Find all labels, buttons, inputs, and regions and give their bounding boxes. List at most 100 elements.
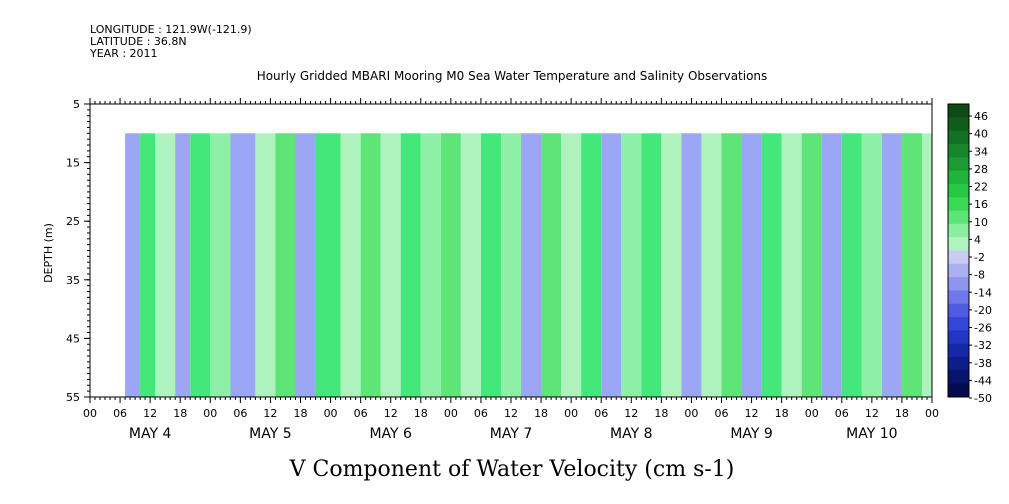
colorbar-swatch: [948, 330, 969, 345]
x-tick-label: 06: [715, 407, 729, 420]
colorbar: 46 40 34 28 22 16 10 4 -2 -8 -14 -20 -26 -32 -38 -44 -50: [947, 103, 992, 405]
colorbar-swatch: [948, 197, 969, 212]
plot-area: [89, 103, 933, 398]
velocity-band: [295, 133, 316, 398]
day-label: MAY 5: [249, 426, 291, 442]
colorbar-swatch: [948, 290, 969, 305]
colorbar-label: 4: [974, 233, 981, 246]
colorbar-swatch: [948, 183, 969, 198]
velocity-band: [380, 133, 401, 398]
velocity-band: [781, 133, 802, 398]
x-tick-label: 06: [233, 407, 247, 420]
x-tick-label: 06: [354, 407, 368, 420]
velocity-band: [901, 133, 922, 398]
latitude-label: LATITUDE : 36.8N: [90, 35, 187, 48]
velocity-band: [360, 133, 381, 398]
y-tick-label: 15: [66, 157, 80, 170]
colorbar-label: 28: [974, 163, 988, 176]
year-label: YEAR : 2011: [90, 47, 158, 60]
velocity-band: [155, 133, 176, 398]
colorbar-label: -50: [974, 392, 992, 405]
colorbar-swatch: [948, 143, 969, 158]
x-tick-label: 18: [414, 407, 428, 420]
x-tick-label: 00: [203, 407, 217, 420]
day-label: MAY 9: [730, 426, 772, 442]
x-tick-label: 06: [835, 407, 849, 420]
colorbar-label: 10: [974, 216, 988, 229]
velocity-band: [701, 133, 722, 398]
colorbar-swatch: [948, 223, 969, 238]
velocity-band: [275, 133, 296, 398]
chart-title: Hourly Gridded MBARI Mooring M0 Sea Wate…: [257, 69, 768, 83]
x-tick-label: 12: [624, 407, 638, 420]
colorbar-frame: [947, 103, 970, 398]
x-tick-label: 18: [775, 407, 789, 420]
velocity-band: [140, 133, 156, 398]
colorbar-swatch: [948, 343, 969, 358]
velocity-band: [440, 133, 461, 398]
colorbar-swatch: [948, 157, 969, 172]
day-label: MAY 4: [129, 426, 172, 442]
x-tick-label: 18: [654, 407, 668, 420]
colorbar-label: 22: [974, 181, 988, 194]
longitude-label: LONGITUDE : 121.9W(-121.9): [90, 23, 252, 36]
colorbar-swatch: [948, 237, 969, 251]
y-axis: 5 15 25 35 45 55: [66, 98, 90, 404]
x-tick-label: 12: [504, 407, 518, 420]
velocity-band: [480, 133, 501, 398]
colorbar-label: 40: [974, 128, 988, 141]
colorbar-swatch: [948, 104, 969, 118]
velocity-band: [500, 133, 522, 398]
velocity-band: [315, 133, 341, 398]
velocity-band: [190, 133, 211, 398]
velocity-band: [641, 133, 662, 398]
velocity-band: [400, 133, 421, 398]
velocity-band: [921, 133, 932, 398]
y-tick-label: 45: [66, 332, 80, 345]
y-axis-label: DEPTH (m): [42, 223, 55, 283]
colorbar-swatch: [948, 250, 969, 265]
x-axis: 00 06 12 18 00 06 12 18 00 06 12 18 00 06 12 18 00 06 12 18…: [83, 98, 939, 442]
x-tick-label: 06: [474, 407, 488, 420]
colorbar-swatch: [948, 383, 969, 398]
x-tick-label: 00: [805, 407, 819, 420]
x-tick-label: 00: [925, 407, 939, 420]
colorbar-label: -44: [974, 374, 992, 387]
day-label: MAY 10: [846, 426, 897, 442]
x-tick-label: 00: [83, 407, 97, 420]
y-tick-label: 5: [73, 98, 80, 111]
x-tick-label: 18: [173, 407, 187, 420]
velocity-band: [741, 133, 762, 398]
x-tick-label: 12: [143, 407, 157, 420]
x-tick-label: 12: [865, 407, 879, 420]
velocity-band: [541, 133, 562, 398]
velocity-band: [601, 133, 622, 398]
velocity-band: [581, 133, 602, 398]
colorbar-label: -14: [974, 286, 992, 299]
colorbar-swatch: [948, 170, 969, 185]
x-tick-label: 18: [294, 407, 308, 420]
x-tick-label: 12: [745, 407, 759, 420]
colorbar-label: -26: [974, 322, 992, 335]
velocity-band: [721, 133, 742, 398]
colorbar-swatch: [948, 277, 969, 291]
x-tick-label: 18: [895, 407, 909, 420]
velocity-band: [125, 133, 141, 398]
x-tick-label: 00: [444, 407, 458, 420]
velocity-band: [255, 133, 276, 398]
colorbar-swatch: [948, 130, 969, 145]
velocity-band: [521, 133, 542, 398]
x-tick-label: 18: [534, 407, 548, 420]
velocity-band: [681, 133, 702, 398]
x-axis-label: V Component of Water Velocity (cm s-1): [289, 457, 735, 482]
velocity-band: [761, 133, 782, 398]
day-label: MAY 8: [610, 426, 652, 442]
colorbar-label: -38: [974, 357, 992, 370]
velocity-band: [821, 133, 842, 398]
x-tick-label: 12: [384, 407, 398, 420]
day-label: MAY 7: [490, 426, 532, 442]
velocity-band: [881, 133, 902, 398]
velocity-band: [420, 133, 441, 398]
colorbar-swatch: [948, 117, 969, 132]
